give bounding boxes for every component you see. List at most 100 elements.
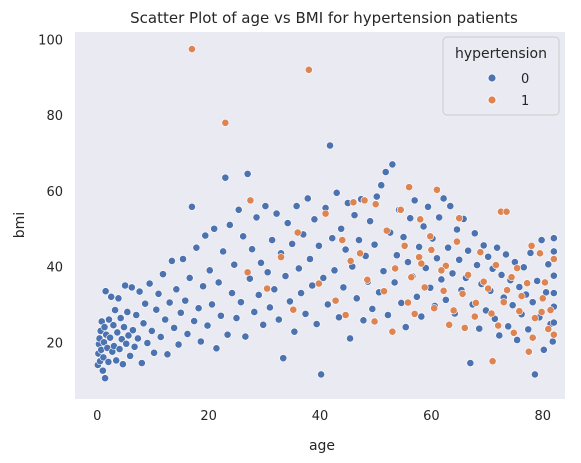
- data-point-series-0: [150, 348, 158, 357]
- data-point-series-0: [130, 342, 139, 351]
- data-point-series-1: [524, 347, 533, 356]
- data-point-series-1: [346, 256, 355, 265]
- data-point-series-0: [437, 275, 446, 284]
- data-point-series-0: [508, 301, 517, 310]
- data-point-series-0: [121, 281, 130, 290]
- data-point-series-1: [314, 279, 323, 288]
- data-point-series-1: [388, 327, 397, 336]
- data-point-series-1: [407, 273, 416, 282]
- data-point-series-1: [417, 259, 426, 268]
- data-point-series-0: [542, 288, 550, 297]
- data-point-series-0: [183, 330, 192, 338]
- data-point-series-0: [225, 221, 234, 229]
- data-point-series-0: [495, 331, 504, 340]
- data-point-series-1: [531, 314, 539, 322]
- data-point-series-1: [502, 207, 511, 216]
- legend-title: hypertension: [455, 46, 547, 62]
- data-point-series-0: [406, 214, 415, 223]
- data-point-series-1: [455, 214, 464, 223]
- data-point-series-0: [212, 344, 221, 353]
- data-point-series-0: [100, 323, 109, 332]
- data-point-series-0: [109, 321, 118, 330]
- data-point-series-0: [265, 303, 274, 312]
- data-point-series-0: [243, 169, 252, 178]
- data-point-series-1: [382, 226, 391, 235]
- data-point-series-0: [410, 196, 419, 205]
- y-axis-label: bmi: [12, 212, 28, 238]
- data-point-series-1: [221, 118, 230, 127]
- data-point-series-0: [377, 181, 386, 190]
- y-tick-label: 40: [46, 261, 63, 276]
- data-point-series-0: [335, 313, 343, 322]
- data-point-series-0: [122, 339, 131, 348]
- data-point-series-1: [439, 286, 448, 295]
- data-point-series-0: [176, 308, 185, 317]
- data-point-series-0: [283, 219, 292, 227]
- data-point-series-1: [517, 292, 526, 300]
- data-point-series-1: [503, 286, 511, 294]
- data-point-series-0: [359, 316, 368, 325]
- data-point-series-0: [221, 173, 230, 182]
- data-point-series-1: [479, 277, 488, 286]
- data-point-series-0: [106, 333, 114, 342]
- data-point-series-0: [381, 168, 390, 176]
- data-point-series-0: [123, 308, 132, 316]
- data-point-series-0: [194, 304, 203, 313]
- data-point-series-0: [101, 287, 110, 296]
- data-point-series-0: [446, 202, 455, 210]
- data-point-series-1: [426, 232, 435, 241]
- data-point-series-0: [237, 298, 245, 307]
- legend-label-1: 1: [521, 94, 529, 109]
- data-point-series-0: [415, 242, 424, 251]
- data-point-series-0: [533, 277, 542, 285]
- data-point-series-0: [113, 328, 122, 337]
- data-point-series-1: [338, 236, 347, 244]
- data-point-series-0: [134, 334, 142, 343]
- x-tick-label: 0: [93, 409, 101, 424]
- data-point-series-1: [391, 264, 400, 273]
- data-point-series-1: [472, 298, 480, 307]
- data-point-series-0: [245, 274, 254, 283]
- data-point-series-1: [541, 278, 549, 287]
- data-point-series-0: [205, 266, 214, 275]
- data-point-series-0: [366, 217, 375, 226]
- data-point-series-1: [549, 330, 558, 339]
- y-tick-label: 20: [46, 336, 63, 351]
- data-point-series-0: [401, 323, 410, 332]
- data-point-series-0: [234, 205, 243, 214]
- data-point-series-0: [114, 294, 123, 303]
- data-point-series-1: [544, 325, 553, 333]
- y-tick-label: 60: [46, 185, 63, 200]
- data-point-series-0: [537, 236, 546, 244]
- data-point-series-0: [372, 192, 381, 201]
- data-point-series-0: [111, 306, 119, 314]
- chart-title: Scatter Plot of age vs BMI for hypertens…: [130, 9, 518, 27]
- data-point-series-0: [137, 359, 146, 367]
- data-point-series-0: [99, 353, 108, 362]
- data-point-series-0: [98, 366, 107, 375]
- data-point-series-1: [370, 317, 379, 326]
- data-point-series-1: [515, 307, 524, 316]
- x-tick-labels: 0 20 40 60 80: [93, 409, 551, 424]
- data-point-series-0: [314, 241, 323, 250]
- data-point-series-0: [473, 261, 481, 269]
- data-point-series-0: [145, 279, 154, 288]
- data-point-series-1: [371, 200, 380, 209]
- data-point-series-1: [243, 268, 252, 277]
- data-point-series-0: [167, 256, 176, 265]
- data-point-series-0: [328, 234, 337, 243]
- data-point-series-1: [405, 183, 413, 192]
- data-point-series-0: [163, 350, 172, 359]
- data-point-series-0: [544, 260, 553, 269]
- data-point-series-0: [319, 274, 328, 282]
- data-point-series-0: [290, 327, 299, 336]
- data-point-series-1: [430, 304, 439, 313]
- data-point-series-0: [419, 222, 428, 231]
- data-point-series-1: [293, 228, 302, 237]
- data-point-series-0: [341, 245, 350, 254]
- data-point-series-0: [203, 321, 212, 330]
- data-point-series-0: [323, 300, 332, 309]
- data-point-series-0: [216, 311, 225, 320]
- data-point-series-1: [509, 328, 518, 337]
